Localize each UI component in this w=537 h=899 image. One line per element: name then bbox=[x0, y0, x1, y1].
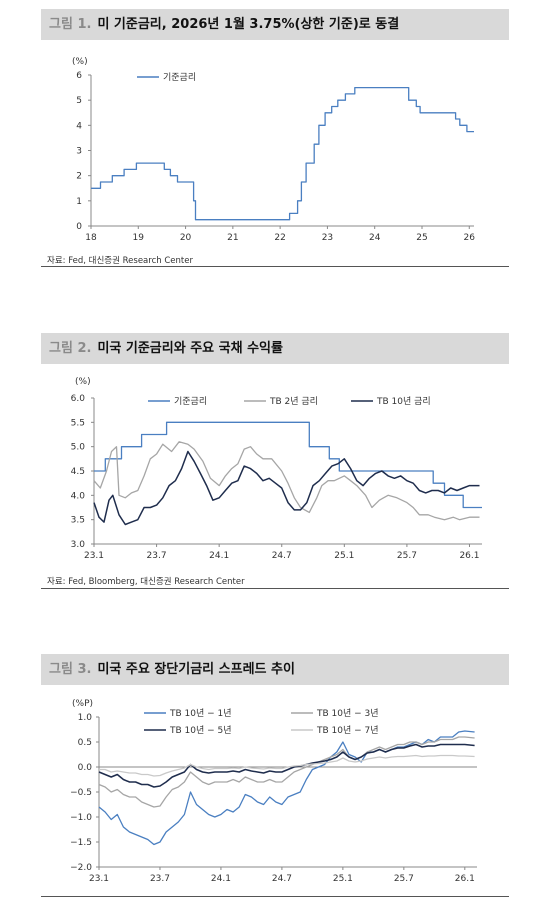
x-tick-label: 25.7 bbox=[394, 874, 414, 884]
y-tick-label: 3.5 bbox=[71, 516, 85, 526]
chart-3-legend-label-2: TB 10년 − 3년 bbox=[316, 708, 379, 719]
x-tick-label: 23 bbox=[322, 233, 333, 243]
y-tick-label: 0.5 bbox=[78, 738, 92, 748]
y-tick-label: 5.0 bbox=[71, 443, 86, 453]
chart-2-series-3-line bbox=[93, 450, 480, 526]
y-tick-label: 5 bbox=[76, 96, 82, 106]
x-tick-label: 24.1 bbox=[211, 874, 231, 884]
x-tick-label: 20 bbox=[180, 233, 192, 243]
figure-3-chart: (%P) −2.0 −1.5 −1.0 −0.5 0.0 0.5 1.0 23.1 23.7 24.… bbox=[70, 699, 477, 884]
x-tick-label: 23.1 bbox=[84, 551, 104, 561]
figure-1-header: 그림 1. 미 기준금리, 2026년 1월 3.75%(상한 기준)로 동결 bbox=[41, 9, 509, 40]
x-tick-label: 25.1 bbox=[333, 874, 353, 884]
figure-1-source: 자료: Fed, 대신증권 Research Center bbox=[47, 256, 193, 266]
x-tick-label: 24.1 bbox=[209, 551, 229, 561]
y-tick-label: −2.0 bbox=[70, 863, 92, 873]
chart-1-unit-label: (%) bbox=[72, 57, 88, 67]
chart-2-legend-label-1: 기준금리 bbox=[174, 396, 207, 407]
figure-2-bottom-rule bbox=[41, 588, 509, 589]
x-tick-label: 24 bbox=[369, 233, 381, 243]
y-tick-label: 1 bbox=[76, 197, 82, 207]
chart-3-series-4-line bbox=[99, 754, 475, 777]
chart-3-legend-label-4: TB 10년 − 7년 bbox=[316, 725, 379, 736]
chart-1-series-1-line bbox=[91, 86, 474, 221]
x-tick-label: 18 bbox=[85, 233, 97, 243]
chart-3-series-2-line bbox=[98, 736, 475, 808]
figure-2-source: 자료: Fed, Bloomberg, 대신증권 Research Center bbox=[47, 577, 245, 587]
chart-2-legend-label-3: TB 10년 금리 bbox=[376, 396, 431, 407]
figure-3-number: 그림 3. bbox=[49, 662, 92, 677]
x-tick-label: 25.7 bbox=[397, 551, 417, 561]
x-tick-label: 25 bbox=[416, 233, 427, 243]
chart-2-unit-label: (%) bbox=[75, 377, 91, 387]
chart-1-legend-label-1: 기준금리 bbox=[163, 72, 196, 83]
chart-2-series-1-line bbox=[94, 421, 482, 509]
chart-2-series-2-line bbox=[93, 441, 480, 521]
y-tick-label: −0.5 bbox=[70, 788, 92, 798]
figure-3-title: 미국 주요 장단기금리 스프레드 추이 bbox=[97, 662, 295, 677]
x-tick-label: 26.1 bbox=[455, 874, 475, 884]
x-tick-label: 26.1 bbox=[459, 551, 479, 561]
y-tick-label: 4.5 bbox=[71, 467, 85, 477]
x-tick-label: 23.7 bbox=[147, 551, 167, 561]
x-tick-label: 23.1 bbox=[89, 874, 109, 884]
chart-3-series-3-line bbox=[98, 743, 475, 788]
figure-3-header: 그림 3. 미국 주요 장단기금리 스프레드 추이 bbox=[41, 654, 509, 685]
chart-3-legend-label-1: TB 10년 − 1년 bbox=[169, 708, 232, 719]
x-tick-label: 24.7 bbox=[272, 551, 292, 561]
figure-1-number: 그림 1. bbox=[49, 17, 92, 32]
chart-2-legend-label-2: TB 2년 금리 bbox=[269, 396, 318, 407]
x-tick-label: 22 bbox=[274, 233, 285, 243]
y-tick-label: 6.0 bbox=[71, 394, 86, 404]
chart-3-unit-label: (%P) bbox=[72, 699, 93, 709]
chart-3-legend-label-3: TB 10년 − 5년 bbox=[169, 725, 232, 736]
x-tick-label: 21 bbox=[227, 233, 238, 243]
figure-2-chart: (%) 3.0 3.5 4.0 4.5 5.0 5.5 6.0 23.1 23.7 24.1 24.7… bbox=[71, 377, 482, 561]
figure-2-header: 그림 2. 미국 기준금리와 주요 국채 수익률 bbox=[41, 333, 509, 364]
chart-3-series-1-line bbox=[98, 730, 475, 846]
figure-1-title: 미 기준금리, 2026년 1월 3.75%(상한 기준)로 동결 bbox=[97, 17, 400, 32]
y-tick-label: −1.0 bbox=[70, 813, 92, 823]
y-tick-label: 0.0 bbox=[78, 763, 93, 773]
x-tick-label: 25.1 bbox=[334, 551, 354, 561]
figure-2-title: 미국 기준금리와 주요 국채 수익률 bbox=[97, 341, 283, 356]
x-tick-label: 19 bbox=[133, 233, 145, 243]
figure-3-bottom-rule bbox=[41, 896, 509, 897]
y-tick-label: −1.5 bbox=[70, 838, 92, 848]
y-tick-label: 3.0 bbox=[71, 540, 86, 550]
y-tick-label: 4 bbox=[76, 121, 82, 131]
y-tick-label: 2 bbox=[76, 172, 82, 182]
y-tick-label: 4.0 bbox=[71, 491, 86, 501]
figure-2-number: 그림 2. bbox=[49, 341, 92, 356]
y-tick-label: 3 bbox=[76, 147, 82, 157]
x-tick-label: 23.7 bbox=[150, 874, 170, 884]
y-tick-label: 5.5 bbox=[71, 418, 85, 428]
y-tick-label: 0 bbox=[76, 222, 82, 232]
y-tick-label: 6 bbox=[76, 71, 82, 81]
y-tick-label: 1.0 bbox=[78, 713, 93, 723]
figure-1-bottom-rule bbox=[41, 266, 509, 267]
x-tick-label: 26 bbox=[464, 233, 476, 243]
x-tick-label: 24.7 bbox=[272, 874, 292, 884]
